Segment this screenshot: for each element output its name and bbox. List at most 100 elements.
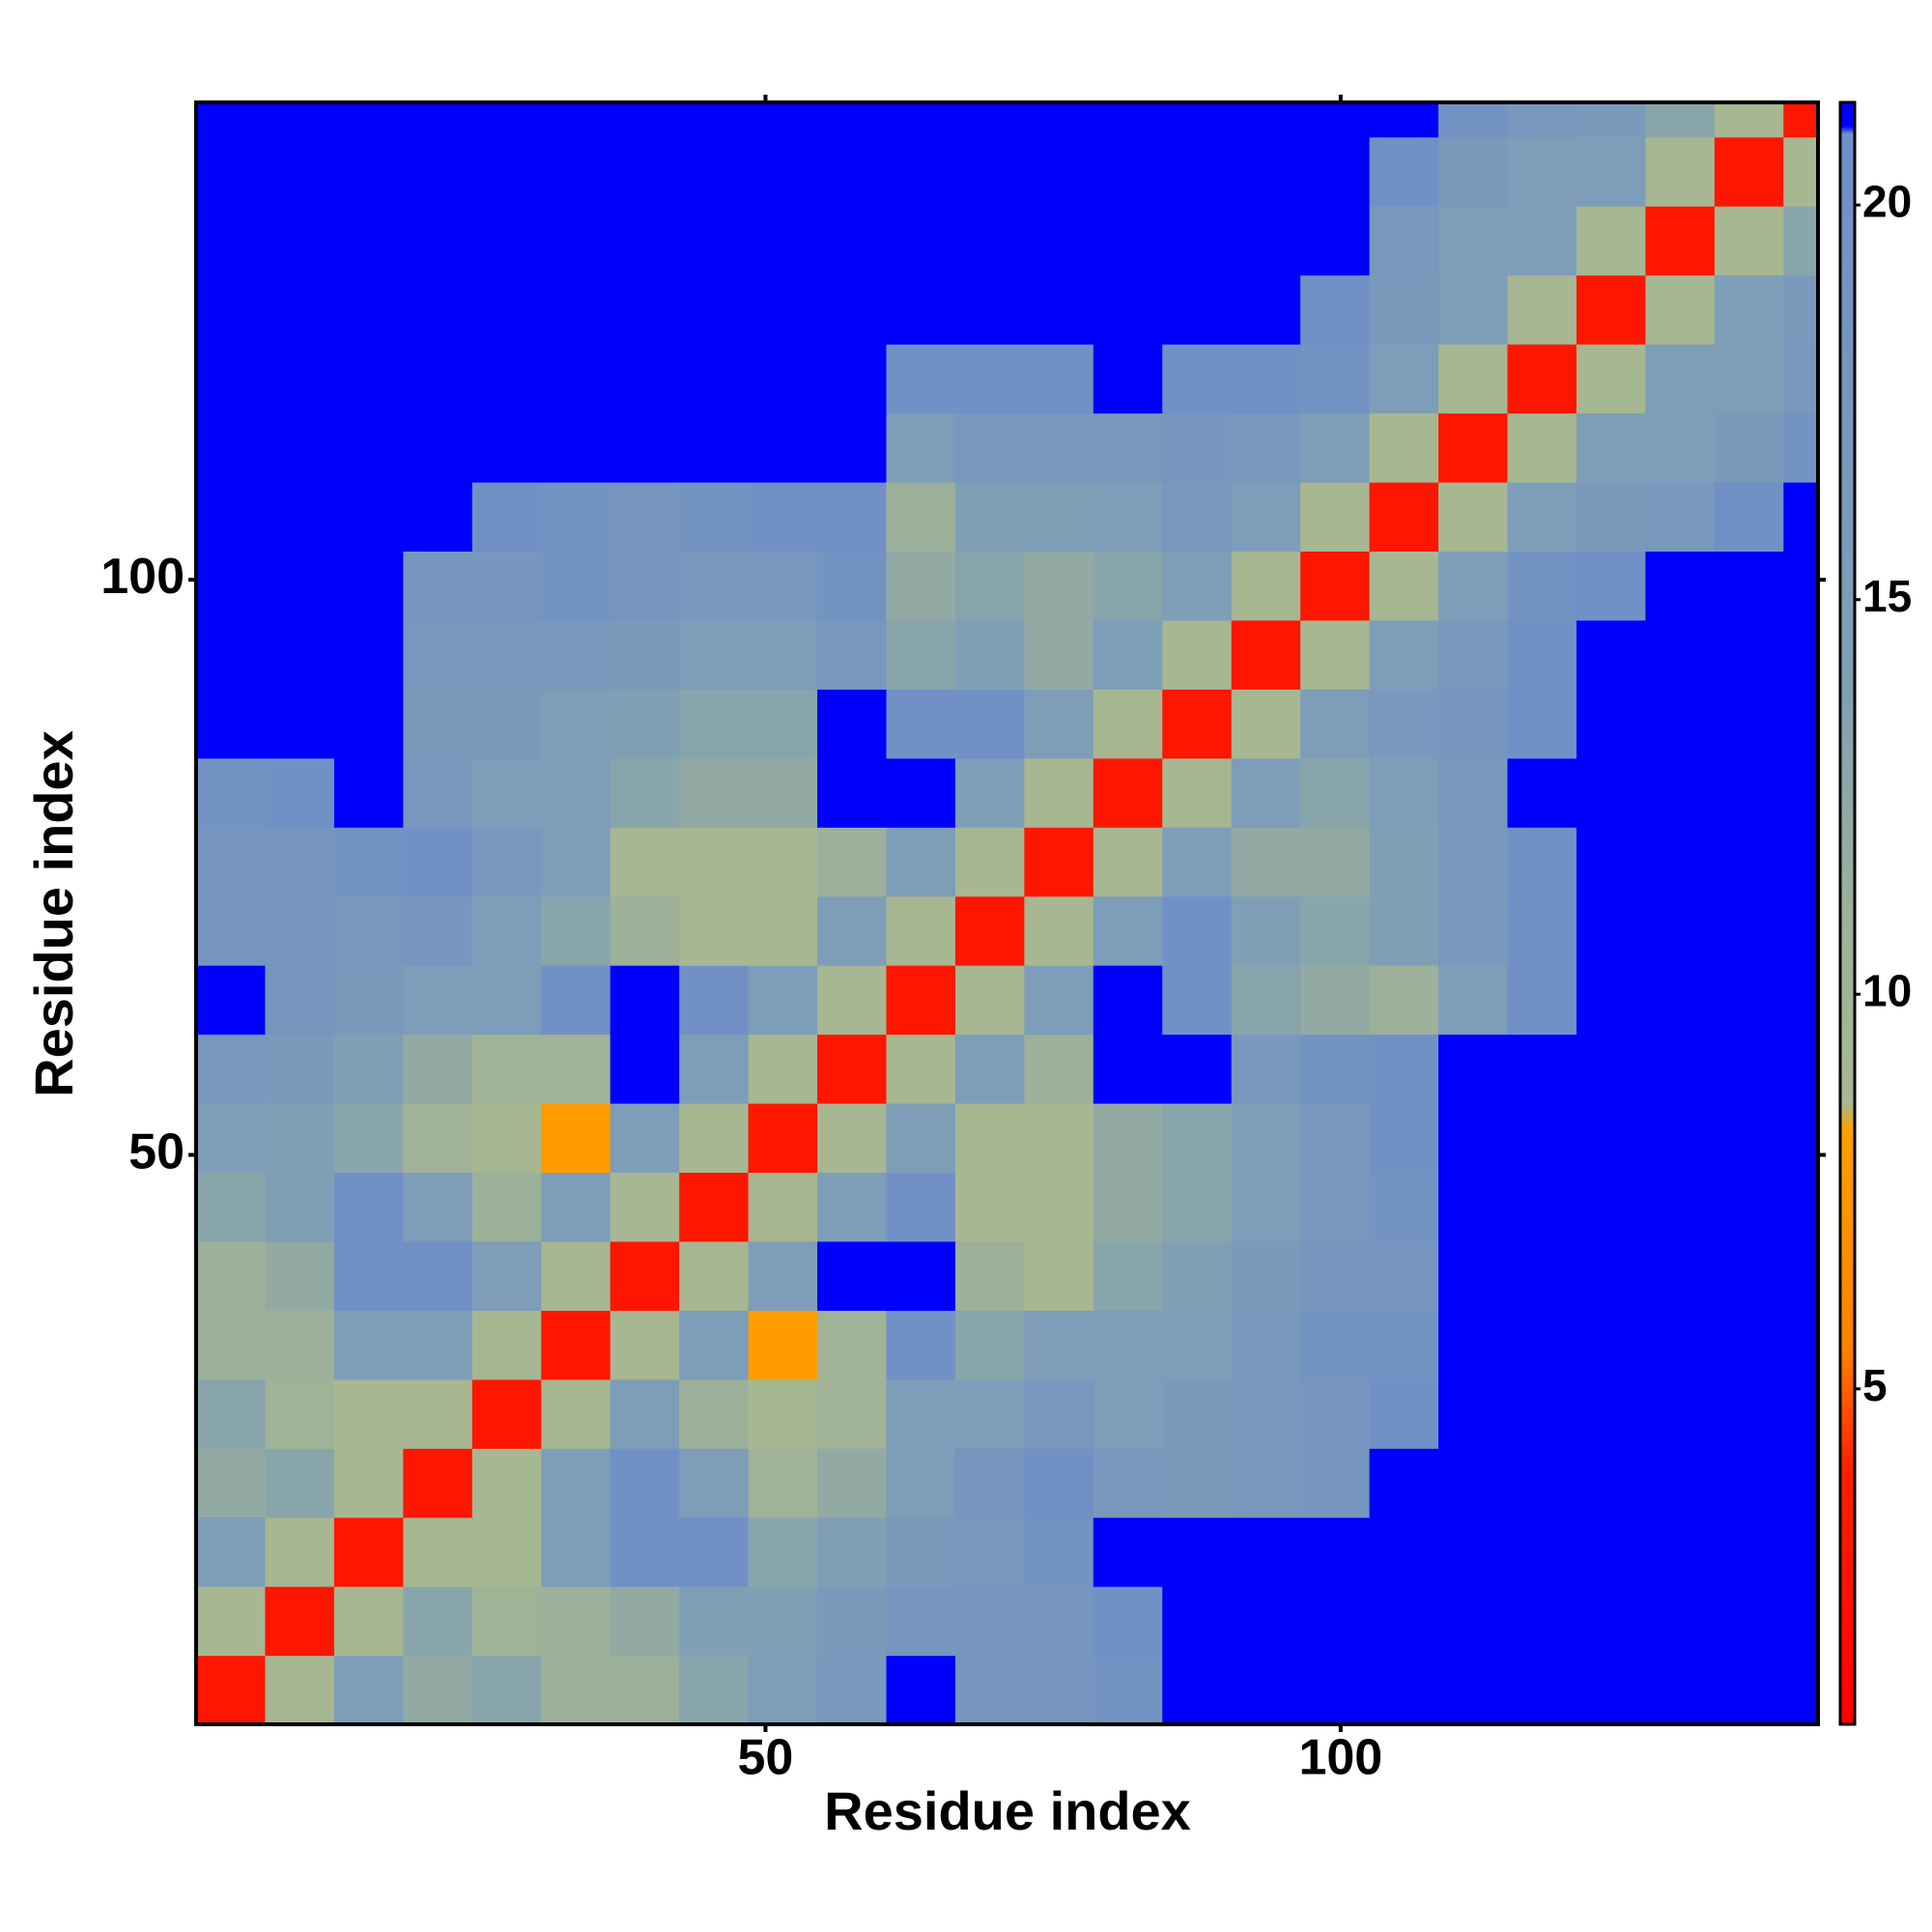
heatmap-cell (196, 1102, 267, 1174)
heatmap-cell (1507, 1448, 1577, 1519)
heatmap-cell (403, 1310, 473, 1380)
heatmap-cell (471, 1102, 542, 1174)
heatmap-cell (196, 619, 267, 690)
heatmap-cell (954, 412, 1025, 483)
heatmap-cell (265, 1655, 335, 1725)
heatmap-cell (817, 689, 888, 759)
heatmap-cell (541, 102, 611, 138)
heatmap-cell (1162, 344, 1233, 414)
heatmap-cell (1300, 1448, 1371, 1519)
y-axis-title: Residue index (23, 730, 84, 1097)
heatmap-cell (610, 619, 680, 690)
heatmap-cell (1783, 412, 1819, 483)
heatmap-cell (1645, 481, 1716, 553)
heatmap-cell (1093, 619, 1163, 690)
heatmap-cell (748, 551, 818, 621)
heatmap-cell (1714, 827, 1784, 897)
heatmap-cell (817, 1172, 888, 1242)
heatmap-cell (1783, 481, 1819, 553)
heatmap-cell (1507, 206, 1577, 276)
heatmap-cell (1576, 895, 1646, 966)
heatmap-cell (1507, 1172, 1577, 1242)
heatmap-cell (679, 1586, 750, 1657)
heatmap-cell (1576, 689, 1646, 759)
heatmap-cell (1438, 827, 1509, 897)
heatmap-cell (886, 551, 956, 621)
heatmap-cell (403, 102, 473, 138)
heatmap-cell (1507, 1102, 1577, 1174)
heatmap-cell (265, 1172, 335, 1242)
heatmap-cell (333, 1172, 404, 1242)
heatmap-cell (333, 895, 404, 966)
heatmap-cell (196, 206, 267, 276)
heatmap-cell (403, 1172, 473, 1242)
heatmap-cell (679, 619, 750, 690)
heatmap-cell (886, 412, 956, 483)
heatmap-cell (333, 136, 404, 207)
heatmap-cell (954, 1034, 1025, 1104)
heatmap-cell (886, 1240, 956, 1311)
heatmap-cell (1576, 827, 1646, 897)
heatmap-cell (1231, 1378, 1301, 1449)
heatmap-cell (679, 1310, 750, 1380)
x-tick-label: 50 (738, 1730, 794, 1786)
heatmap-cell (1300, 102, 1371, 138)
heatmap-cell (1714, 1517, 1784, 1587)
heatmap-cell (1576, 1378, 1646, 1449)
heatmap-cell (1300, 757, 1371, 828)
heatmap-cell (1645, 895, 1716, 966)
heatmap-cell (1438, 274, 1509, 345)
heatmap-cell (1576, 1310, 1646, 1380)
heatmap-cell (333, 551, 404, 621)
heatmap-cell (679, 1172, 750, 1242)
heatmap-cell (886, 102, 956, 138)
heatmap-cell (1783, 1378, 1819, 1449)
heatmap-cell (1093, 412, 1163, 483)
heatmap-cell (1576, 1240, 1646, 1311)
heatmap-cell (1300, 1102, 1371, 1174)
heatmap-cell (1714, 895, 1784, 966)
heatmap-cell (1231, 102, 1301, 138)
heatmap-cell (1093, 1517, 1163, 1587)
heatmap-cell (1231, 1102, 1301, 1174)
heatmap-cell (817, 1448, 888, 1519)
heatmap-cell (1507, 965, 1577, 1036)
heatmap-cell (1714, 1034, 1784, 1104)
heatmap-cell (1369, 1034, 1439, 1104)
heatmap-cell (679, 895, 750, 966)
heatmap-cell (886, 619, 956, 690)
heatmap-cell (471, 1172, 542, 1242)
heatmap-cell (1576, 1448, 1646, 1519)
heatmap-cell (1162, 757, 1233, 828)
heatmap-cell (817, 1378, 888, 1449)
heatmap-cell (403, 1655, 473, 1725)
heatmap-cell (1093, 757, 1163, 828)
heatmap-cell (1093, 965, 1163, 1036)
heatmap-cell (1714, 206, 1784, 276)
heatmap-cell (1645, 551, 1716, 621)
heatmap-cell (333, 689, 404, 759)
heatmap-cell (403, 827, 473, 897)
heatmap-cell (1300, 1655, 1371, 1725)
heatmap-cell (1438, 1310, 1509, 1380)
heatmap-cell (886, 206, 956, 276)
heatmap-cell (954, 827, 1025, 897)
heatmap-cell (679, 1517, 750, 1587)
heatmap-cell (1300, 551, 1371, 621)
heatmap-cell (265, 757, 335, 828)
heatmap-cell (610, 1586, 680, 1657)
heatmap-cell (1162, 827, 1233, 897)
heatmap-cell (954, 206, 1025, 276)
heatmap-cell (196, 551, 267, 621)
heatmap-cell (954, 965, 1025, 1036)
heatmap-cell (1369, 689, 1439, 759)
heatmap-cell (954, 1517, 1025, 1587)
heatmap-cell (1438, 689, 1509, 759)
heatmap-cell (886, 1034, 956, 1104)
heatmap-cell (471, 1240, 542, 1311)
heatmap-cell (610, 551, 680, 621)
heatmap-cell (1507, 1310, 1577, 1380)
heatmap-cell (1300, 1172, 1371, 1242)
heatmap-cell (333, 412, 404, 483)
heatmap-cell (541, 895, 611, 966)
